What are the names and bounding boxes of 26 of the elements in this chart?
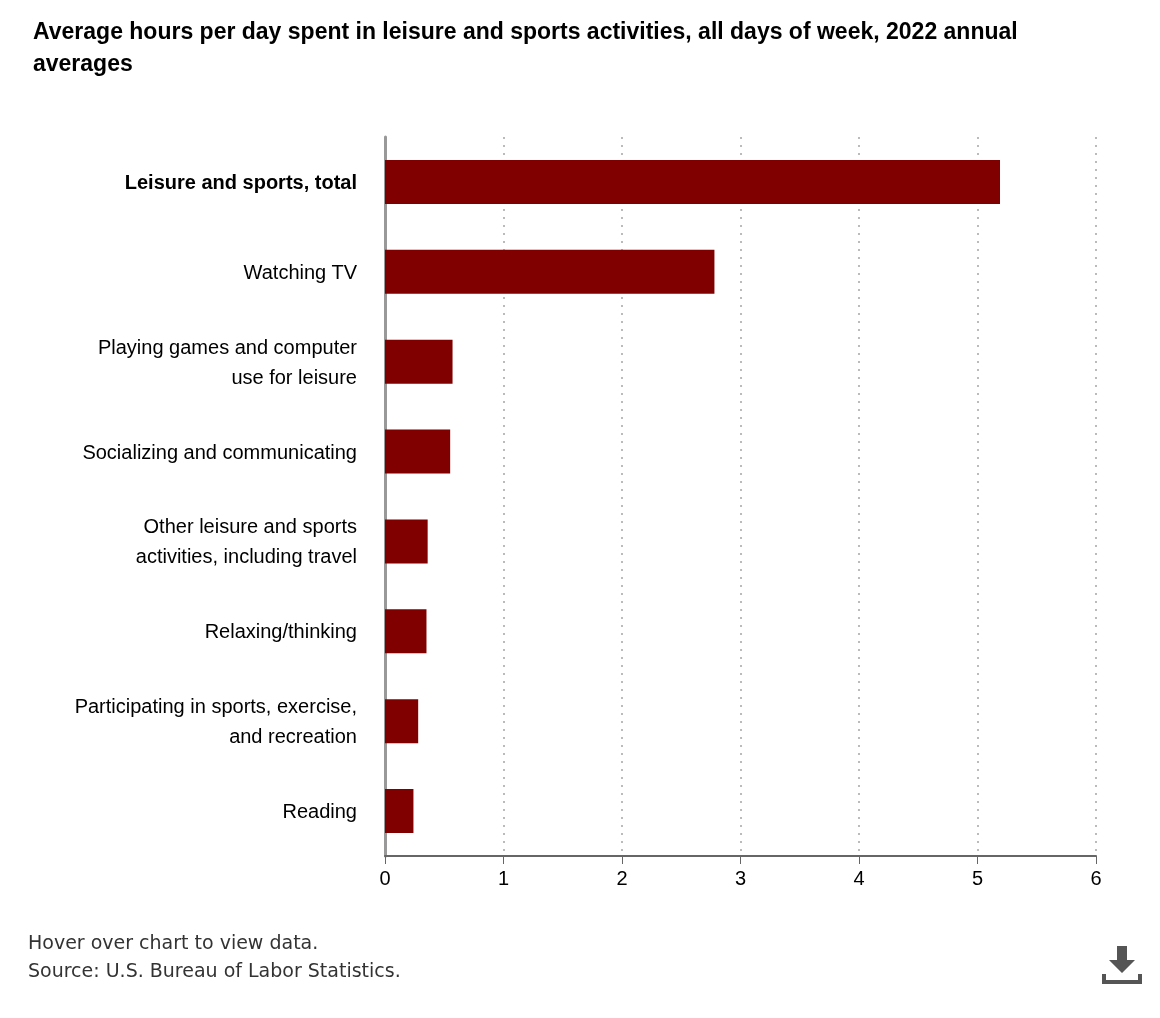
bar	[385, 789, 414, 834]
x-tick-label: 6	[1090, 867, 1102, 889]
y-tick-label: Socializing and communicating	[82, 440, 357, 463]
chart-title: Average hours per day spent in leisure and sports activities, all days of week, 2022 annual averages	[33, 18, 1018, 76]
text: Hover over chart to view data.	[28, 930, 319, 953]
source-note: Source: U.S. Bureau of Labor Statistics.	[28, 958, 401, 981]
y-tick-label: Relaxing/thinking	[204, 620, 357, 643]
y-tick-label: Other leisure and sports activities, including travel	[135, 515, 357, 568]
x-tick-label: 3	[734, 867, 747, 889]
x-tick-label: 2	[616, 867, 628, 889]
bar	[385, 609, 427, 654]
x-tick-label: 5	[971, 867, 984, 889]
y-tick-label: Reading	[282, 800, 357, 823]
x-tick-label: 4	[853, 867, 865, 889]
x-tick-label: 0	[379, 867, 391, 889]
bar	[385, 159, 1001, 204]
bar	[385, 699, 419, 744]
bar	[385, 429, 451, 474]
y-tick-label: Playing games and computer use for leisure	[97, 335, 358, 388]
x-tick-label: 1	[497, 867, 510, 889]
y-tick-label: Leisure and sports, total	[124, 170, 357, 193]
bar	[385, 249, 715, 294]
y-tick-label: Participating in sports, exercise, and recreation	[74, 695, 357, 748]
bar	[385, 519, 428, 564]
y-tick-label: Watching TV	[243, 260, 358, 283]
bar	[385, 339, 453, 384]
